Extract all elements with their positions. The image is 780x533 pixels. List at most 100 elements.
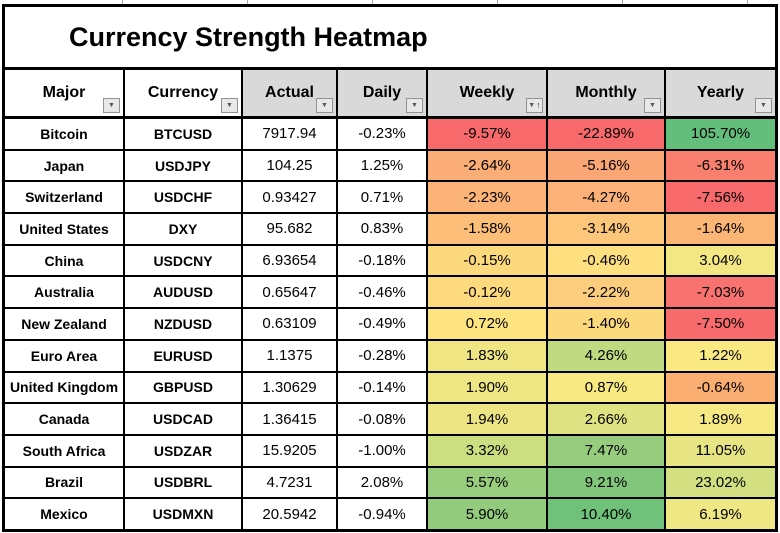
monthly-heatmap-cell[interactable]: 0.87% [548, 372, 666, 403]
daily-cell[interactable]: -0.23% [338, 119, 428, 149]
actual-cell[interactable]: 0.63109 [243, 309, 338, 339]
yearly-heatmap-cell[interactable]: 6.19% [666, 499, 775, 529]
yearly-heatmap-cell[interactable]: -1.64% [666, 214, 775, 244]
currency-cell[interactable]: USDBRL [125, 467, 243, 498]
major-cell[interactable]: South Africa [5, 435, 125, 466]
yearly-heatmap-cell[interactable]: -7.56% [666, 182, 775, 213]
currency-cell[interactable]: USDJPY [125, 150, 243, 181]
filter-dropdown-icon[interactable]: ▼ [406, 98, 423, 113]
yearly-heatmap-cell[interactable]: 23.02% [666, 467, 775, 498]
yearly-heatmap-cell[interactable]: 1.22% [666, 340, 775, 371]
currency-cell[interactable]: GBPUSD [125, 372, 243, 403]
daily-cell[interactable]: -1.00% [338, 435, 428, 466]
weekly-heatmap-cell[interactable]: 3.32% [428, 435, 548, 466]
major-cell[interactable]: United Kingdom [5, 372, 125, 403]
monthly-heatmap-cell[interactable]: 7.47% [548, 435, 666, 466]
currency-cell[interactable]: USDZAR [125, 435, 243, 466]
weekly-heatmap-cell[interactable]: 1.94% [428, 404, 548, 434]
daily-cell[interactable]: -0.08% [338, 404, 428, 434]
monthly-heatmap-cell[interactable]: -1.40% [548, 309, 666, 339]
yearly-heatmap-cell[interactable]: -0.64% [666, 372, 775, 403]
monthly-heatmap-cell[interactable]: -22.89% [548, 119, 666, 149]
major-cell[interactable]: Bitcoin [5, 119, 125, 149]
filter-dropdown-icon[interactable]: ▼ [221, 98, 238, 113]
yearly-heatmap-cell[interactable]: 3.04% [666, 245, 775, 276]
actual-cell[interactable]: 0.65647 [243, 277, 338, 308]
monthly-heatmap-cell[interactable]: -2.22% [548, 277, 666, 308]
column-header-monthly: Monthly ▼ [548, 70, 666, 116]
monthly-heatmap-cell[interactable]: 9.21% [548, 467, 666, 498]
major-cell[interactable]: Australia [5, 277, 125, 308]
actual-cell[interactable]: 20.5942 [243, 499, 338, 529]
actual-cell[interactable]: 4.7231 [243, 467, 338, 498]
currency-cell[interactable]: USDCHF [125, 182, 243, 213]
daily-cell[interactable]: -0.28% [338, 340, 428, 371]
major-cell[interactable]: Mexico [5, 499, 125, 529]
currency-cell[interactable]: USDMXN [125, 499, 243, 529]
actual-cell[interactable]: 6.93654 [243, 245, 338, 276]
weekly-heatmap-cell[interactable]: 5.90% [428, 499, 548, 529]
currency-cell[interactable]: USDCNY [125, 245, 243, 276]
major-cell[interactable]: Euro Area [5, 340, 125, 371]
monthly-heatmap-cell[interactable]: 2.66% [548, 404, 666, 434]
daily-cell[interactable]: 0.71% [338, 182, 428, 213]
yearly-heatmap-cell[interactable]: 1.89% [666, 404, 775, 434]
actual-cell[interactable]: 15.9205 [243, 435, 338, 466]
filter-dropdown-icon[interactable]: ▼ [644, 98, 661, 113]
weekly-heatmap-cell[interactable]: -9.57% [428, 119, 548, 149]
filter-dropdown-sorted-icon[interactable]: ▼ ↑ [526, 98, 543, 113]
currency-cell[interactable]: BTCUSD [125, 119, 243, 149]
actual-cell[interactable]: 1.1375 [243, 340, 338, 371]
filter-dropdown-icon[interactable]: ▼ [316, 98, 333, 113]
yearly-heatmap-cell[interactable]: -6.31% [666, 150, 775, 181]
actual-cell[interactable]: 95.682 [243, 214, 338, 244]
major-cell[interactable]: Brazil [5, 467, 125, 498]
dropdown-arrow-icon: ▼ [411, 102, 418, 109]
major-cell[interactable]: Switzerland [5, 182, 125, 213]
yearly-heatmap-cell[interactable]: 105.70% [666, 119, 775, 149]
weekly-heatmap-cell[interactable]: -2.64% [428, 150, 548, 181]
weekly-heatmap-cell[interactable]: -0.15% [428, 245, 548, 276]
actual-cell[interactable]: 7917.94 [243, 119, 338, 149]
yearly-heatmap-cell[interactable]: 11.05% [666, 435, 775, 466]
monthly-heatmap-cell[interactable]: 4.26% [548, 340, 666, 371]
weekly-heatmap-cell[interactable]: 1.83% [428, 340, 548, 371]
daily-cell[interactable]: -0.94% [338, 499, 428, 529]
daily-cell[interactable]: 2.08% [338, 467, 428, 498]
daily-cell[interactable]: -0.18% [338, 245, 428, 276]
weekly-heatmap-cell[interactable]: -0.12% [428, 277, 548, 308]
filter-dropdown-icon[interactable]: ▼ [755, 98, 772, 113]
major-cell[interactable]: Japan [5, 150, 125, 181]
monthly-heatmap-cell[interactable]: -0.46% [548, 245, 666, 276]
actual-cell[interactable]: 0.93427 [243, 182, 338, 213]
actual-cell[interactable]: 104.25 [243, 150, 338, 181]
yearly-heatmap-cell[interactable]: -7.03% [666, 277, 775, 308]
daily-cell[interactable]: -0.14% [338, 372, 428, 403]
major-cell[interactable]: New Zealand [5, 309, 125, 339]
weekly-heatmap-cell[interactable]: -1.58% [428, 214, 548, 244]
weekly-heatmap-cell[interactable]: -2.23% [428, 182, 548, 213]
major-cell[interactable]: Canada [5, 404, 125, 434]
currency-cell[interactable]: AUDUSD [125, 277, 243, 308]
weekly-heatmap-cell[interactable]: 1.90% [428, 372, 548, 403]
yearly-heatmap-cell[interactable]: -7.50% [666, 309, 775, 339]
actual-cell[interactable]: 1.36415 [243, 404, 338, 434]
currency-cell[interactable]: USDCAD [125, 404, 243, 434]
daily-cell[interactable]: 1.25% [338, 150, 428, 181]
major-cell[interactable]: China [5, 245, 125, 276]
monthly-heatmap-cell[interactable]: -3.14% [548, 214, 666, 244]
monthly-heatmap-cell[interactable]: 10.40% [548, 499, 666, 529]
daily-cell[interactable]: 0.83% [338, 214, 428, 244]
currency-cell[interactable]: NZDUSD [125, 309, 243, 339]
filter-dropdown-icon[interactable]: ▼ [103, 98, 120, 113]
actual-cell[interactable]: 1.30629 [243, 372, 338, 403]
weekly-heatmap-cell[interactable]: 5.57% [428, 467, 548, 498]
daily-cell[interactable]: -0.46% [338, 277, 428, 308]
monthly-heatmap-cell[interactable]: -4.27% [548, 182, 666, 213]
major-cell[interactable]: United States [5, 214, 125, 244]
monthly-heatmap-cell[interactable]: -5.16% [548, 150, 666, 181]
weekly-heatmap-cell[interactable]: 0.72% [428, 309, 548, 339]
currency-cell[interactable]: DXY [125, 214, 243, 244]
currency-cell[interactable]: EURUSD [125, 340, 243, 371]
daily-cell[interactable]: -0.49% [338, 309, 428, 339]
